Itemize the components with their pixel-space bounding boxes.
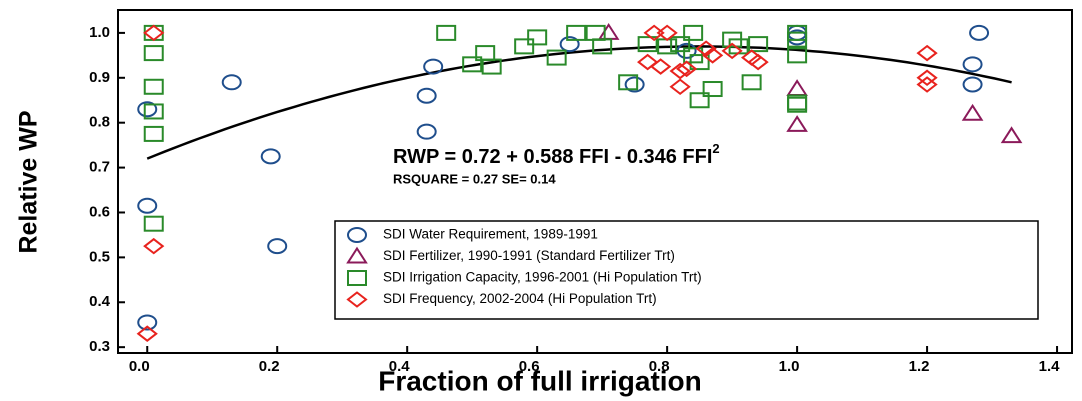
marker-diamond: [695, 40, 717, 57]
marker-circle: [221, 74, 242, 91]
marker-square: [143, 45, 164, 62]
y-tick-label: 0.7: [89, 159, 110, 176]
y-tick-label: 0.3: [89, 338, 110, 355]
x-tick-label: 1.4: [1039, 358, 1061, 375]
marker-square: [702, 81, 723, 98]
marker-diamond: [721, 42, 743, 60]
marker-diamond: [637, 53, 659, 71]
y-tick-label: 0.8: [89, 114, 110, 131]
marker-circle: [347, 227, 367, 243]
marker-square: [689, 92, 710, 109]
marker-triangle: [597, 23, 620, 40]
x-tick-label: 0.8: [649, 358, 670, 375]
marker-diamond: [346, 291, 368, 308]
fit-curve: [146, 45, 1012, 160]
marker-square: [462, 56, 483, 73]
legend-label: SDI Irrigation Capacity, 1996-2001 (Hi P…: [383, 270, 702, 285]
marker-square: [347, 270, 367, 286]
marker-circle: [137, 314, 158, 331]
marker-diamond: [650, 58, 672, 75]
marker-circle: [137, 197, 158, 214]
marker-square: [787, 47, 808, 64]
marker-square: [787, 96, 808, 113]
marker-triangle: [961, 103, 984, 121]
marker-square: [689, 54, 710, 71]
marker-square: [585, 24, 606, 41]
marker-diamond: [747, 53, 769, 71]
marker-diamond: [669, 62, 691, 80]
marker-circle: [416, 123, 437, 140]
marker-square: [546, 49, 567, 66]
marker-diamond: [676, 60, 698, 78]
y-tick-label: 0.4: [89, 293, 111, 310]
marker-triangle: [346, 246, 368, 264]
y-tick-label: 0.6: [89, 203, 110, 220]
legend-box: [334, 220, 1039, 320]
marker-square: [143, 215, 164, 232]
marker-square: [787, 31, 808, 48]
marker-circle: [559, 36, 580, 53]
marker-square: [748, 36, 769, 53]
marker-square: [143, 78, 164, 95]
marker-circle: [267, 238, 288, 255]
marker-circle: [962, 56, 983, 73]
marker-square: [143, 103, 164, 120]
marker-square: [637, 36, 658, 53]
marker-diamond: [136, 325, 158, 342]
x-tick-label: 0.4: [389, 358, 411, 375]
marker-triangle: [786, 79, 808, 97]
marker-diamond: [656, 24, 678, 42]
y-tick-label: 1.0: [89, 24, 110, 41]
marker-square: [481, 58, 502, 75]
marker-square: [592, 38, 613, 55]
marker-square: [566, 24, 587, 41]
equation: RWP = 0.72 + 0.588 FFI - 0.346 FFI2: [393, 141, 720, 168]
marker-triangle: [1000, 126, 1023, 144]
marker-diamond: [143, 24, 165, 42]
y-axis-label: Relative WP: [15, 110, 43, 253]
marker-square: [527, 29, 548, 46]
x-axis-label: Fraction of full irrigation: [378, 365, 702, 396]
y-tick-label: 0.5: [89, 248, 110, 265]
plot-frame: [117, 9, 1073, 354]
equation-superscript: 2: [712, 141, 719, 156]
x-tick-label: 1.2: [909, 358, 930, 375]
marker-square: [143, 125, 164, 142]
y-tick-label: 0.9: [89, 69, 110, 86]
marker-diamond: [916, 44, 938, 62]
marker-circle: [416, 87, 437, 104]
marker-square: [514, 38, 535, 55]
marker-square: [741, 74, 762, 91]
marker-circle: [624, 76, 645, 93]
marker-triangle: [786, 115, 808, 132]
legend-label: SDI Water Requirement, 1989-1991: [383, 227, 598, 242]
x-tick-label: 0.6: [519, 358, 540, 375]
marker-circle: [969, 24, 990, 41]
marker-square: [683, 24, 704, 41]
marker-diamond: [916, 69, 938, 87]
marker-circle: [423, 58, 444, 75]
legend-label: SDI Frequency, 2002-2004 (Hi Population …: [383, 291, 657, 306]
x-tick-label: 0.2: [259, 358, 280, 375]
equation-text: RWP = 0.72 + 0.588 FFI - 0.346 FFI: [393, 146, 712, 168]
fit-stats: RSQUARE = 0.27 SE= 0.14: [393, 171, 556, 186]
marker-diamond: [143, 237, 165, 255]
marker-circle: [962, 76, 983, 93]
marker-square: [143, 24, 164, 41]
x-tick-label: 0.0: [129, 358, 150, 375]
marker-diamond: [916, 76, 938, 93]
marker-diamond: [701, 47, 724, 64]
marker-circle: [137, 101, 158, 118]
marker-square: [670, 36, 691, 53]
marker-square: [618, 74, 639, 91]
marker-square: [436, 24, 457, 41]
marker-diamond: [669, 78, 691, 96]
x-tick-label: 1.0: [779, 358, 800, 375]
legend-label: SDI Fertilizer, 1990-1991 (Standard Fert…: [383, 248, 675, 263]
marker-circle: [260, 148, 281, 165]
